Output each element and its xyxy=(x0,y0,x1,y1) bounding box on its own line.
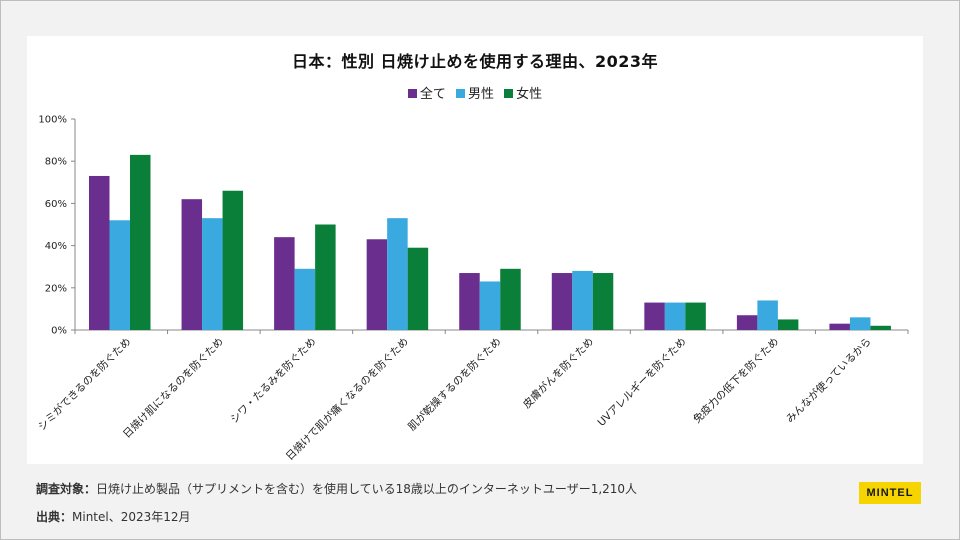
bar-all xyxy=(181,199,203,330)
bar-all xyxy=(274,237,295,330)
bar-male xyxy=(387,218,408,330)
chart-title: 日本：性別 日焼け止めを使用する理由、2023年 xyxy=(291,52,659,71)
bar-all xyxy=(829,323,850,330)
x-tick-label: 日焼け肌になるのを防ぐため xyxy=(120,335,226,441)
y-tick-label: 80% xyxy=(45,157,67,168)
bar-female xyxy=(777,319,799,330)
footer-source: 出典：Mintel、2023年12月 xyxy=(36,508,191,525)
x-tick-label: みんなが使っているから xyxy=(783,335,873,425)
bar-female xyxy=(407,247,429,330)
footer-target: 調査対象：日焼け止め製品（サプリメントを含む）を使用している18歳以上のインター… xyxy=(36,480,637,497)
y-tick-label: 0% xyxy=(51,326,67,337)
bar-female xyxy=(222,190,244,330)
bar-all xyxy=(366,239,388,330)
bar-male xyxy=(202,218,223,330)
footer-target-text: 日焼け止め製品（サプリメントを含む）を使用している18歳以上のインターネットユー… xyxy=(96,482,638,496)
x-tick-label: シミができるのを防ぐため xyxy=(35,335,133,433)
y-tick-label: 100% xyxy=(38,115,67,126)
bar-all xyxy=(459,273,480,330)
bar-all xyxy=(89,175,110,330)
x-tick-label: 肌が乾燥するのを防ぐため xyxy=(405,335,503,433)
legend-item-female: 女性 xyxy=(504,83,542,102)
legend-item-male: 男性 xyxy=(455,83,494,102)
chart-legend: 全て 男性 女性 xyxy=(27,83,923,102)
bar-female xyxy=(685,302,706,330)
y-tick-label: 60% xyxy=(45,199,67,210)
footer-target-label: 調査対象： xyxy=(36,482,97,496)
bar-female xyxy=(315,224,336,330)
bar-female xyxy=(592,273,614,330)
x-tick-label: 免疫力の低下を防ぐため xyxy=(690,335,781,426)
legend-swatch-all xyxy=(407,89,417,98)
bar-female xyxy=(130,154,151,330)
bar-male xyxy=(664,302,686,330)
bar-male xyxy=(757,300,778,330)
footer-source-label: 出典： xyxy=(36,510,73,524)
bar-female xyxy=(870,325,891,330)
x-tick-label: シワ・たるみを防ぐため xyxy=(228,335,319,426)
bar-all xyxy=(644,302,665,330)
bar-all xyxy=(551,273,573,330)
mintel-logo: MINTEL xyxy=(859,482,921,504)
bar-male xyxy=(109,220,130,330)
bar-male xyxy=(479,281,501,330)
legend-label-female: 女性 xyxy=(516,87,543,102)
legend-swatch-male xyxy=(455,89,465,98)
y-tick-label: 40% xyxy=(45,241,67,252)
legend-item-all: 全て xyxy=(407,83,446,102)
bar-all xyxy=(736,315,758,330)
legend-swatch-female xyxy=(504,89,514,98)
legend-label-male: 男性 xyxy=(467,87,494,102)
y-tick-label: 20% xyxy=(45,283,67,294)
x-tick-label: 皮膚がんを防ぐため xyxy=(520,335,596,411)
bar-male xyxy=(294,268,316,330)
footer-source-text: Mintel、2023年12月 xyxy=(72,510,191,524)
x-tick-label: UVアレルギーを防ぐため xyxy=(595,335,689,429)
legend-label-all: 全て xyxy=(419,87,446,102)
chart-panel xyxy=(27,36,923,464)
bar-male xyxy=(572,270,593,330)
bar-female xyxy=(500,268,521,330)
bar-male xyxy=(849,317,871,330)
